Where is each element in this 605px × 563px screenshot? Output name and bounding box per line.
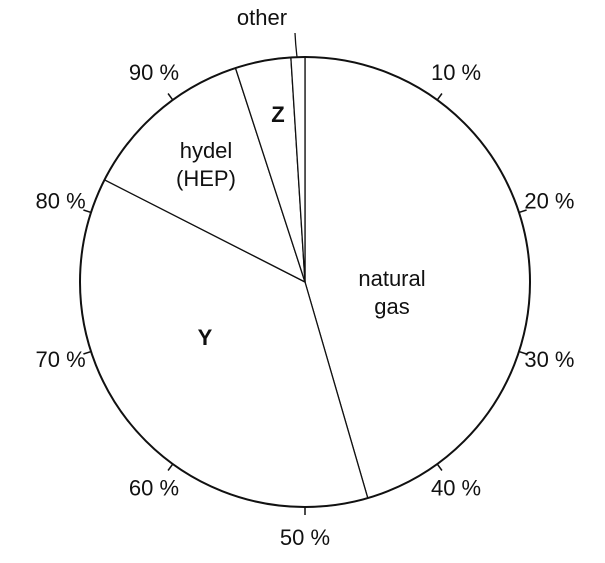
tick-mark: [167, 463, 174, 471]
slice-label: hydel (HEP): [176, 138, 236, 191]
tick-mark: [436, 93, 443, 101]
tick-label: 50 %: [280, 525, 330, 550]
tick-label: 40 %: [431, 476, 481, 501]
tick-mark: [83, 209, 92, 214]
tick-label: 60 %: [129, 476, 179, 501]
tick-mark: [518, 350, 527, 355]
tick-mark: [436, 463, 443, 471]
tick-label: 80 %: [36, 188, 86, 213]
tick-mark: [518, 209, 527, 214]
tick-label: 30 %: [524, 347, 574, 372]
tick-label: 90 %: [129, 60, 179, 85]
tick-label: 10 %: [431, 60, 481, 85]
tick-label: 20 %: [524, 188, 574, 213]
slice-label: natural gas: [358, 266, 426, 319]
tick-label: 70 %: [36, 347, 86, 372]
tick-mark: [83, 350, 92, 355]
slice-label: Z: [271, 102, 285, 127]
slice-label: other: [236, 5, 288, 30]
slice-label: Y: [197, 325, 213, 350]
tick-mark: [167, 93, 174, 101]
